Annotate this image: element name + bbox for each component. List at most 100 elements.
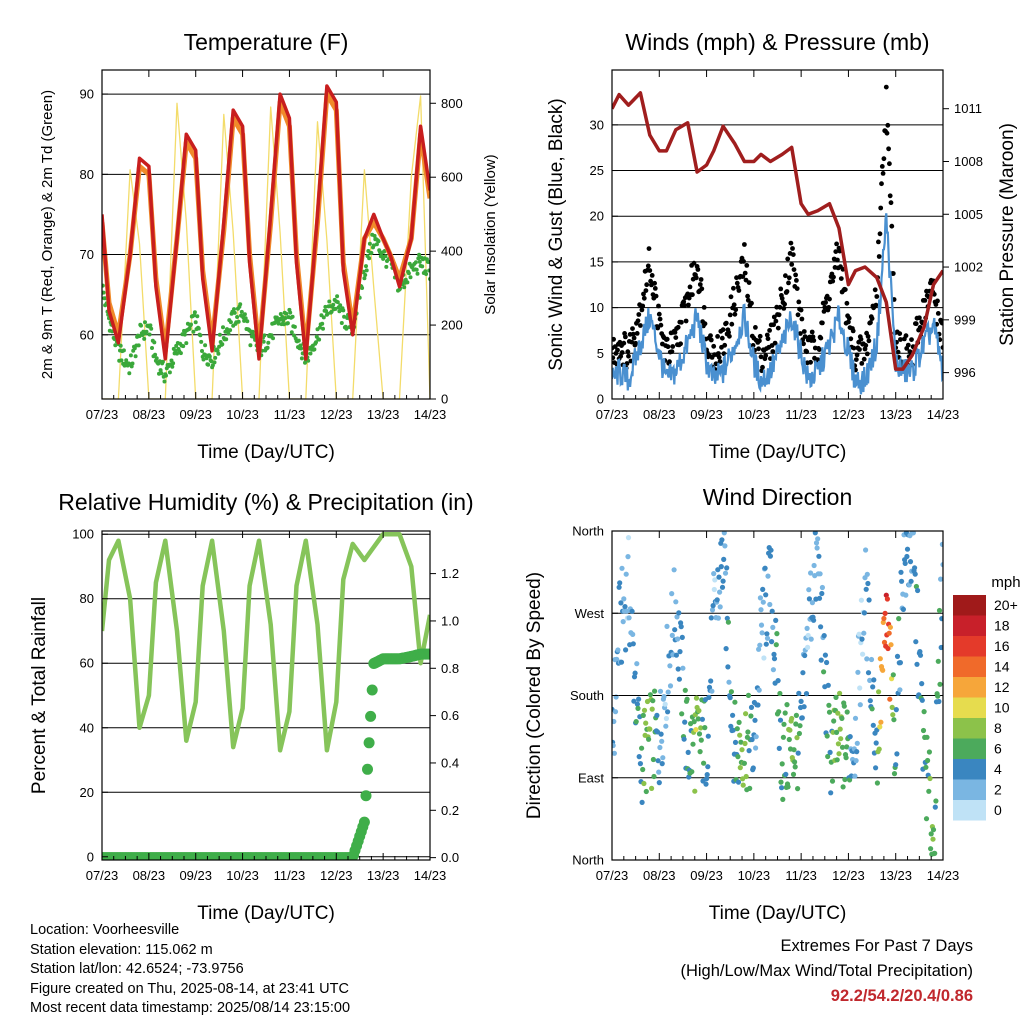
gust-point [708,333,713,338]
direction-point [723,646,729,652]
direction-point [715,615,722,621]
gust-point [683,318,689,324]
dewpoint-point [262,333,267,338]
speed-label-0: 20+ [994,597,1018,613]
gust-point [675,324,681,330]
direction-point [752,717,758,723]
y2-axis-label-0: Solar Insolation (Yellow) [482,154,499,314]
dewpoint-point [170,364,175,369]
y-tick-label-1-4: 20 [590,209,604,224]
gust-point [760,364,765,370]
dewpoint-point [228,320,233,325]
y2-tick-label-1-1: 999 [954,312,976,327]
direction-point [847,777,853,783]
direction-point [656,780,662,786]
gust-point [633,340,638,346]
speed-swatch-7 [953,738,986,759]
dewpoint-point [327,299,332,304]
direction-point [669,591,675,597]
gust-point [865,334,871,339]
x-tick-label-2-0: 07/23 [86,868,119,883]
direction-point [696,731,703,737]
direction-point [861,630,867,636]
gust-point [631,335,637,341]
gust-point [886,146,891,152]
gust-point [657,316,663,322]
precip-point [358,816,370,828]
direction-point [641,707,648,713]
direction-point [633,719,639,725]
direction-point [793,712,800,719]
speed-swatch-1 [953,615,986,636]
direction-point [926,788,932,794]
direction-point [900,606,907,613]
station-info: Location: Voorheesville Station elevatio… [30,921,350,1019]
direction-point [720,578,726,584]
x-tick-label-1-7: 14/23 [927,407,960,422]
x-axis-label-0: Time (Day/UTC) [197,442,335,463]
gust-point [727,333,732,339]
gust-point [690,292,695,298]
gust-point [876,254,882,259]
dewpoint-point [140,333,145,337]
direction-point [844,709,850,715]
direction-point [748,713,754,719]
direction-point [777,690,783,697]
gust-point [889,223,895,229]
dewpoint-point [296,338,301,343]
y2-axis-label-1: Station Pressure (Maroon) [997,123,1018,346]
dewpoint-point [162,379,167,384]
direction-point [719,584,726,590]
speed-label-7: 6 [994,741,1002,757]
direction-point [684,696,690,702]
direction-point [770,667,777,673]
gust-point [679,319,684,325]
direction-point [902,560,908,567]
dewpoint-point [243,316,248,321]
temp-series-group [102,84,430,399]
direction-point [725,664,731,670]
gust-point [794,278,799,283]
direction-point [749,736,755,743]
direction-point [854,749,860,755]
speed-swatch-4 [953,677,986,698]
speed-swatch-2 [953,636,986,657]
direction-point [801,704,807,710]
gust-point [917,325,923,330]
direction-point [774,631,780,637]
direction-point [704,776,710,782]
direction-point [657,688,664,694]
gust-point [775,325,781,331]
direction-point [937,681,943,687]
gust-point [744,263,750,268]
direction-point [656,769,662,775]
direction-point [640,712,646,719]
direction-point [716,574,722,580]
direction-point [762,565,768,571]
direction-point [853,758,859,764]
direction-point [665,689,671,695]
y2-tick-label-2-5: 1.0 [441,613,459,628]
dewpoint-point [147,332,152,337]
direction-point [631,698,637,704]
direction-point [620,619,626,625]
dewpoint-point [226,331,231,336]
direction-point [806,587,812,593]
direction-point [903,592,909,598]
direction-point [612,709,619,715]
direction-point [817,571,823,577]
gust-point [778,286,784,292]
dewpoint-point [271,336,275,341]
gust-point [804,349,810,355]
direction-point [702,725,708,731]
direction-point [721,531,727,536]
chart-title-3: Wind Direction [703,484,853,510]
direction-point [821,669,827,675]
direction-point [711,571,717,577]
direction-point [923,764,929,770]
dewpoint-point [102,290,106,295]
direction-point [619,565,625,571]
direction-point [917,652,924,658]
y2-tick-label-1-5: 1011 [954,101,982,116]
